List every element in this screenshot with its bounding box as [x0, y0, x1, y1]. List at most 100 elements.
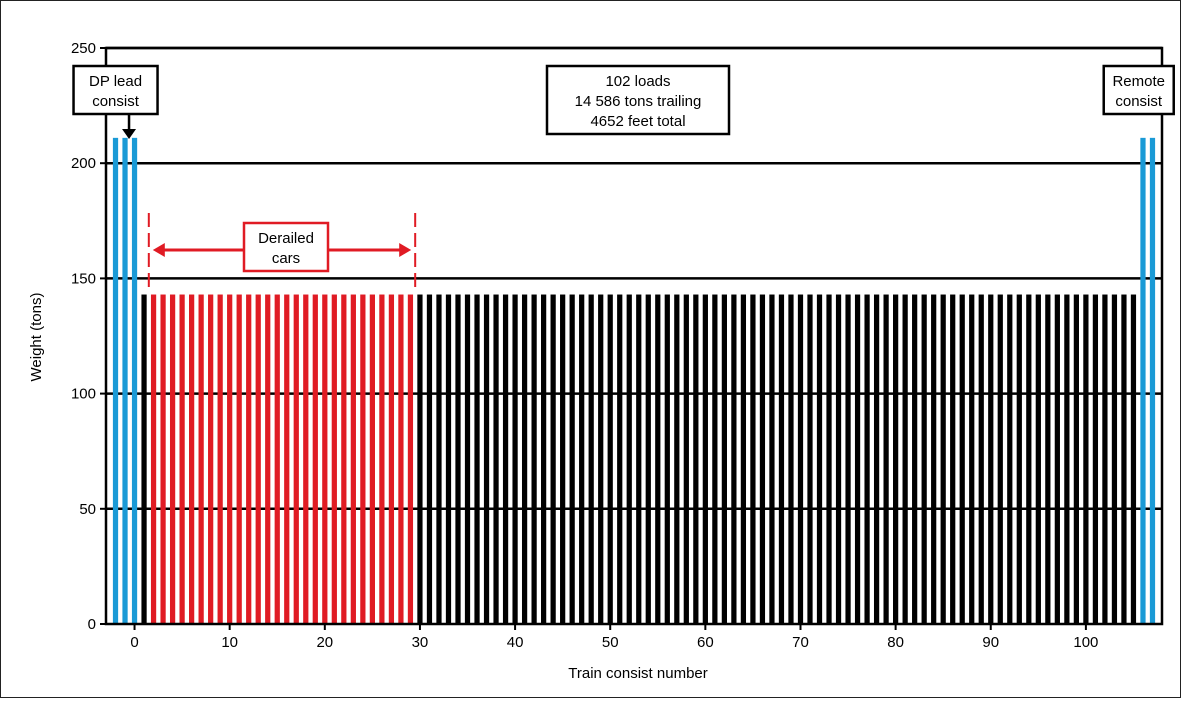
remote-consist-label-box [1102, 64, 1175, 116]
bar-remaining-cars-43 [541, 294, 547, 624]
bar-derailed-cars-15 [274, 294, 280, 624]
plot-border [104, 46, 1164, 626]
bar-remaining-cars-76 [854, 294, 861, 624]
bar-remaining-cars-73 [826, 294, 832, 624]
bar-remaining-cars-85 [940, 294, 946, 624]
bar-remote-locomotives-106 [1140, 137, 1146, 624]
x-tick-label-0: 0 [130, 634, 138, 651]
bar-remaining-cars-38 [493, 294, 499, 624]
bar-remaining-cars-61 [712, 294, 718, 624]
bar-derailed-cars-14 [265, 294, 271, 624]
bar-remaining-cars-98 [1064, 294, 1070, 624]
bar-remaining-cars-91 [997, 294, 1003, 624]
y-tick-label-150: 150 [71, 270, 96, 287]
bar-remote-locomotives-107 [1149, 137, 1156, 624]
bar-derailed-cars-5 [179, 294, 185, 624]
bar-derailed-cars-26 [379, 294, 385, 624]
lead-arrow-head [122, 129, 137, 139]
bar-derailed-cars-21 [331, 294, 337, 624]
bar-remaining-cars-63 [731, 294, 737, 624]
bar-derailed-cars-29 [407, 294, 414, 624]
bar-remaining-cars-47 [579, 294, 585, 624]
bar-cars-before-derailment-1 [141, 294, 147, 624]
bar-remaining-cars-46 [569, 294, 575, 624]
bars [112, 137, 1156, 624]
bar-remaining-cars-95 [1035, 294, 1041, 624]
derailed-cars-label-line-0: Derailed [258, 230, 314, 247]
bar-remaining-cars-51 [617, 294, 623, 624]
summary-box-box [545, 64, 731, 136]
x-tick-label-30: 30 [412, 634, 429, 651]
bar-remaining-cars-54 [645, 294, 651, 624]
bar-remaining-cars-45 [560, 294, 566, 624]
y-axis-label: Weight (tons) [28, 293, 45, 382]
bar-remaining-cars-39 [502, 294, 509, 624]
y-tick-label-100: 100 [71, 386, 96, 403]
bar-remaining-cars-30 [417, 294, 423, 624]
bar-remaining-cars-44 [550, 294, 556, 624]
bar-remaining-cars-103 [1111, 294, 1118, 624]
bar-remaining-cars-31 [426, 294, 433, 624]
bar-derailed-cars-27 [388, 294, 395, 624]
bar-remaining-cars-89 [978, 294, 984, 624]
bar-derailed-cars-16 [284, 294, 290, 624]
bar-remaining-cars-86 [950, 294, 956, 624]
summary-box-line-2: 4652 feet total [590, 113, 685, 130]
bar-derailed-cars-4 [169, 294, 176, 624]
bar-remaining-cars-70 [797, 294, 804, 624]
x-tick-label-60: 60 [697, 634, 714, 651]
bar-remaining-cars-77 [864, 294, 870, 624]
x-tick-label-10: 10 [221, 634, 238, 651]
bar-derailed-cars-3 [160, 294, 166, 624]
bar-remaining-cars-50 [607, 294, 613, 624]
bar-remaining-cars-58 [683, 294, 689, 624]
bar-remaining-cars-83 [921, 294, 927, 624]
bar-derailed-cars-10 [227, 294, 233, 624]
bar-remaining-cars-59 [693, 294, 699, 624]
bar-remaining-cars-79 [883, 294, 889, 624]
bar-remaining-cars-53 [636, 294, 642, 624]
y-tick-label-250: 250 [71, 40, 96, 57]
bar-remaining-cars-42 [531, 294, 537, 624]
bar-derailed-cars-19 [312, 294, 318, 624]
derailed-arrow-right-head [399, 243, 412, 257]
y-tick-label-50: 50 [79, 501, 96, 518]
bar-dp-lead-locomotives-0 [131, 137, 138, 624]
bar-remaining-cars-35 [464, 294, 471, 624]
bar-remaining-cars-104 [1121, 294, 1127, 624]
bar-remaining-cars-80 [893, 294, 899, 624]
bar-derailed-cars-22 [341, 294, 347, 624]
bar-remaining-cars-101 [1092, 294, 1099, 624]
bar-remaining-cars-94 [1026, 294, 1032, 624]
bar-remaining-cars-65 [750, 294, 756, 624]
bar-derailed-cars-18 [303, 294, 309, 624]
bar-remaining-cars-40 [512, 294, 518, 624]
derailed-cars-label-box [242, 221, 330, 273]
bar-derailed-cars-6 [189, 294, 195, 624]
bar-dp-lead-locomotives--2 [112, 137, 119, 624]
bar-remaining-cars-56 [664, 294, 670, 624]
bar-remaining-cars-48 [588, 294, 594, 624]
bar-remaining-cars-37 [483, 294, 490, 624]
bar-remaining-cars-105 [1130, 294, 1137, 624]
bar-remaining-cars-36 [474, 294, 480, 624]
bar-remaining-cars-64 [740, 294, 747, 624]
bar-derailed-cars-7 [198, 294, 204, 624]
bar-remaining-cars-67 [769, 294, 775, 624]
x-tick-label-70: 70 [792, 634, 809, 651]
bar-remaining-cars-32 [436, 294, 442, 624]
bar-derailed-cars-25 [369, 294, 375, 624]
remote-consist-label-line-1: consist [1115, 93, 1163, 110]
bar-derailed-cars-12 [246, 294, 252, 624]
x-tick-label-50: 50 [602, 634, 619, 651]
derailed-arrow-left-head [152, 243, 165, 257]
bar-remaining-cars-68 [778, 294, 785, 624]
x-tick-label-40: 40 [507, 634, 524, 651]
lead-consist-label-line-0: DP lead [89, 73, 142, 90]
bar-derailed-cars-2 [150, 294, 157, 624]
summary-box-line-0: 102 loads [605, 73, 670, 90]
x-tick-label-100: 100 [1073, 634, 1098, 651]
bar-derailed-cars-28 [398, 294, 404, 624]
bar-remaining-cars-93 [1016, 294, 1022, 624]
